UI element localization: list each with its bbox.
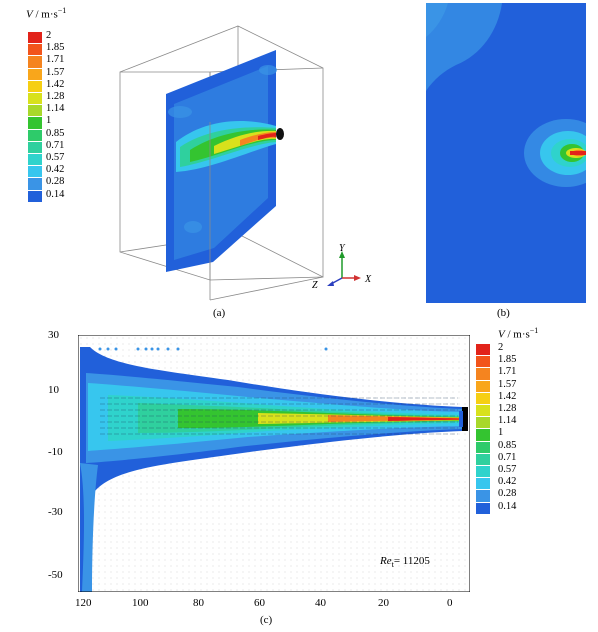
legend-a-exp: −1 [57, 6, 67, 15]
legend-a-label: 0.71 [46, 139, 65, 151]
legend-c-swatch [476, 405, 490, 417]
panel-c-plot [78, 335, 470, 592]
slice-plane [166, 50, 284, 272]
legend-c-swatch [476, 502, 490, 514]
caption-c: (c) [260, 614, 273, 626]
panel-a-figure [119, 25, 324, 301]
legend-c-label: 0.57 [498, 464, 517, 475]
x-tick-label: 60 [254, 597, 265, 609]
legend-c-swatch [476, 453, 490, 466]
legend-a-label: 1 [46, 115, 52, 127]
legend-a-unit: / m·s [32, 8, 58, 21]
legend-a-swatch [28, 44, 42, 56]
legend-a-title: V / m·s−1 [26, 6, 66, 21]
legend-c-label: 1.57 [498, 378, 517, 390]
legend-a-label: 1.14 [46, 103, 65, 115]
x-tick-label: 80 [193, 597, 204, 609]
legend-a-swatch [28, 190, 42, 202]
legend-a-swatch [28, 80, 42, 93]
reynolds-sub: t [391, 560, 394, 570]
axis-triad: Y X Z [312, 243, 372, 291]
x-tick-label: 0 [447, 597, 453, 609]
reynolds-value: = 11205 [393, 555, 430, 567]
x-tick-label: 20 [378, 597, 389, 609]
legend-c-var: V [498, 328, 505, 341]
axis-y-label: Y [339, 243, 346, 254]
axis-z-label: Z [312, 280, 318, 291]
legend-a-label: 1.57 [46, 66, 65, 78]
y-tick-label: -30 [48, 506, 63, 518]
legend-a-swatch [28, 93, 42, 105]
legend-a-swatch [28, 166, 42, 178]
legend-c-label: 0.85 [498, 439, 517, 451]
legend-a-swatch [28, 178, 42, 190]
legend-c-label: 0.71 [498, 451, 517, 463]
x-tick-label: 120 [75, 597, 92, 609]
legend-a-swatch [28, 105, 42, 117]
legend-c-swatch [476, 392, 490, 405]
legend-a-label: 0.28 [46, 176, 65, 188]
legend-a-swatch [28, 117, 42, 129]
legend-a-swatch [28, 154, 42, 166]
legend-c-swatch [476, 441, 490, 453]
legend-a-swatch [28, 68, 42, 80]
legend-a-swatch [28, 141, 42, 154]
legend-c-label: 2 [498, 342, 504, 353]
legend-a-swatch [28, 129, 42, 141]
legend-c-swatch [476, 417, 490, 429]
legend-a-label: 0.42 [46, 164, 65, 176]
legend-a-var: V [26, 8, 33, 21]
legend-c-swatch [476, 368, 490, 380]
x-tick-label: 100 [132, 597, 149, 609]
legend-a-label: 1.28 [46, 91, 65, 102]
legend-c-label: 0.42 [498, 476, 517, 488]
legend-a-label: 1.71 [46, 54, 65, 66]
reynolds-annotation: Ret= 11205 [380, 555, 430, 569]
legend-c-exp: −1 [529, 326, 539, 335]
legend-a-label: 1.85 [46, 42, 65, 54]
legend-a-swatch [28, 56, 42, 68]
caption-a: (a) [213, 307, 226, 319]
legend-a-swatch [28, 32, 42, 44]
legend-c-label: 1.85 [498, 354, 517, 366]
x-tick-label: 40 [315, 597, 326, 609]
legend-c-swatch [476, 344, 490, 356]
legend-c-title: V / m·s−1 [498, 326, 538, 341]
legend-c-label: 0.14 [498, 500, 517, 512]
legend-c-swatch [476, 490, 490, 502]
legend-a-label: 0.14 [46, 188, 65, 200]
legend-c-swatch [476, 429, 490, 441]
legend-c-label: 1.28 [498, 403, 517, 414]
caption-b: (b) [497, 307, 510, 319]
legend-a-label: 0.85 [46, 127, 65, 139]
legend-c-swatch [476, 478, 490, 490]
axis-x-label: X [364, 274, 372, 285]
legend-c-swatch [476, 356, 490, 368]
legend-c-swatch [476, 380, 490, 392]
legend-a-label: 1.42 [46, 78, 65, 90]
reynolds-label: Re [380, 555, 392, 567]
legend-a-label: 2 [46, 30, 52, 41]
legend-c-unit: / m·s [504, 328, 530, 341]
legend-c-label: 1.14 [498, 415, 517, 427]
panel-b-figure [426, 3, 586, 303]
y-tick-label: 30 [48, 329, 59, 341]
legend-c-label: 1.42 [498, 390, 517, 402]
legend-c-label: 1.71 [498, 366, 517, 378]
y-tick-label: -10 [48, 446, 63, 458]
y-tick-label: 10 [48, 384, 59, 396]
legend-c-label: 1 [498, 427, 504, 439]
legend-c-swatch [476, 466, 490, 478]
legend-c-label: 0.28 [498, 488, 517, 500]
y-tick-label: -50 [48, 569, 63, 581]
legend-a-label: 0.57 [46, 152, 65, 163]
